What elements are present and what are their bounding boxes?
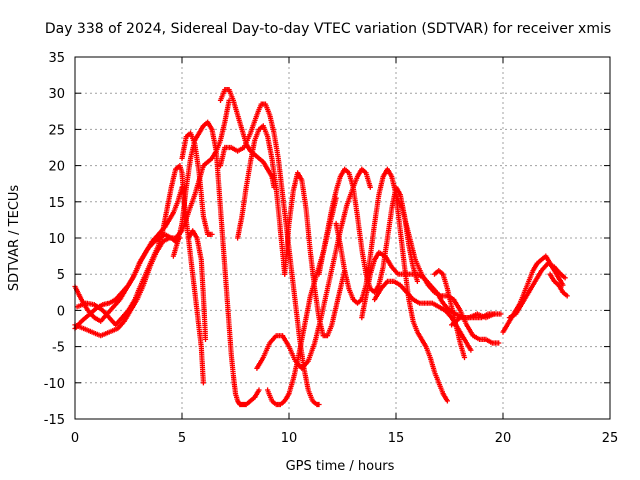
data-point-markers bbox=[449, 311, 504, 328]
x-axis-ticks: 0 5 10 15 20 25 bbox=[71, 57, 618, 446]
series-track-4 bbox=[72, 97, 232, 339]
data-point-markers bbox=[254, 166, 373, 371]
data-point-markers bbox=[282, 170, 348, 339]
chart-title: Day 338 of 2024, Sidereal Day-to-day VTE… bbox=[45, 21, 611, 37]
y-tick-label: -10 bbox=[44, 377, 65, 392]
y-tick-label: 35 bbox=[48, 51, 65, 66]
y-tick-label: 5 bbox=[57, 268, 65, 283]
y-tick-label: 15 bbox=[48, 196, 65, 211]
y-tick-label: -5 bbox=[52, 341, 65, 356]
series-track-7 bbox=[185, 228, 209, 342]
grid-lines bbox=[75, 57, 610, 419]
x-tick-label: 20 bbox=[495, 431, 512, 446]
y-tick-label: -15 bbox=[44, 413, 65, 428]
data-marks bbox=[72, 87, 570, 408]
series-track-22 bbox=[506, 260, 568, 321]
series-track-18 bbox=[393, 192, 502, 346]
series-track-13 bbox=[254, 166, 373, 371]
y-tick-label: 20 bbox=[48, 160, 65, 175]
data-point-markers bbox=[179, 130, 215, 237]
y-tick-label: 10 bbox=[48, 232, 65, 247]
data-point-markers bbox=[500, 253, 566, 335]
data-point-markers bbox=[185, 228, 209, 342]
x-tick-label: 0 bbox=[71, 431, 79, 446]
series-track-6 bbox=[179, 130, 215, 237]
data-point-markers bbox=[547, 271, 570, 299]
data-point-markers bbox=[506, 260, 568, 321]
y-tick-label: 30 bbox=[48, 87, 65, 102]
data-point-markers bbox=[235, 123, 288, 277]
series-track-12 bbox=[282, 170, 348, 339]
x-axis-label: GPS time / hours bbox=[286, 459, 395, 474]
series-track-10 bbox=[235, 123, 288, 277]
x-tick-label: 15 bbox=[388, 431, 405, 446]
y-axis-label: SDTVAR / TECUs bbox=[7, 185, 22, 292]
series-track-21 bbox=[500, 253, 566, 335]
data-point-markers bbox=[393, 192, 502, 346]
series-track-20 bbox=[449, 311, 504, 328]
series-track-5 bbox=[170, 119, 262, 408]
series-track-23 bbox=[547, 271, 570, 299]
y-axis-ticks: -15 -10 -5 0 5 10 15 20 25 30 35 bbox=[44, 51, 610, 428]
data-point-markers bbox=[431, 268, 468, 361]
y-tick-label: 25 bbox=[48, 123, 65, 138]
x-tick-label: 5 bbox=[178, 431, 186, 446]
x-tick-label: 10 bbox=[281, 431, 298, 446]
data-point-markers bbox=[170, 119, 262, 408]
series-track-19 bbox=[431, 268, 468, 361]
data-point-markers bbox=[72, 97, 232, 339]
x-tick-label: 25 bbox=[602, 431, 619, 446]
y-tick-label: 0 bbox=[57, 304, 65, 319]
